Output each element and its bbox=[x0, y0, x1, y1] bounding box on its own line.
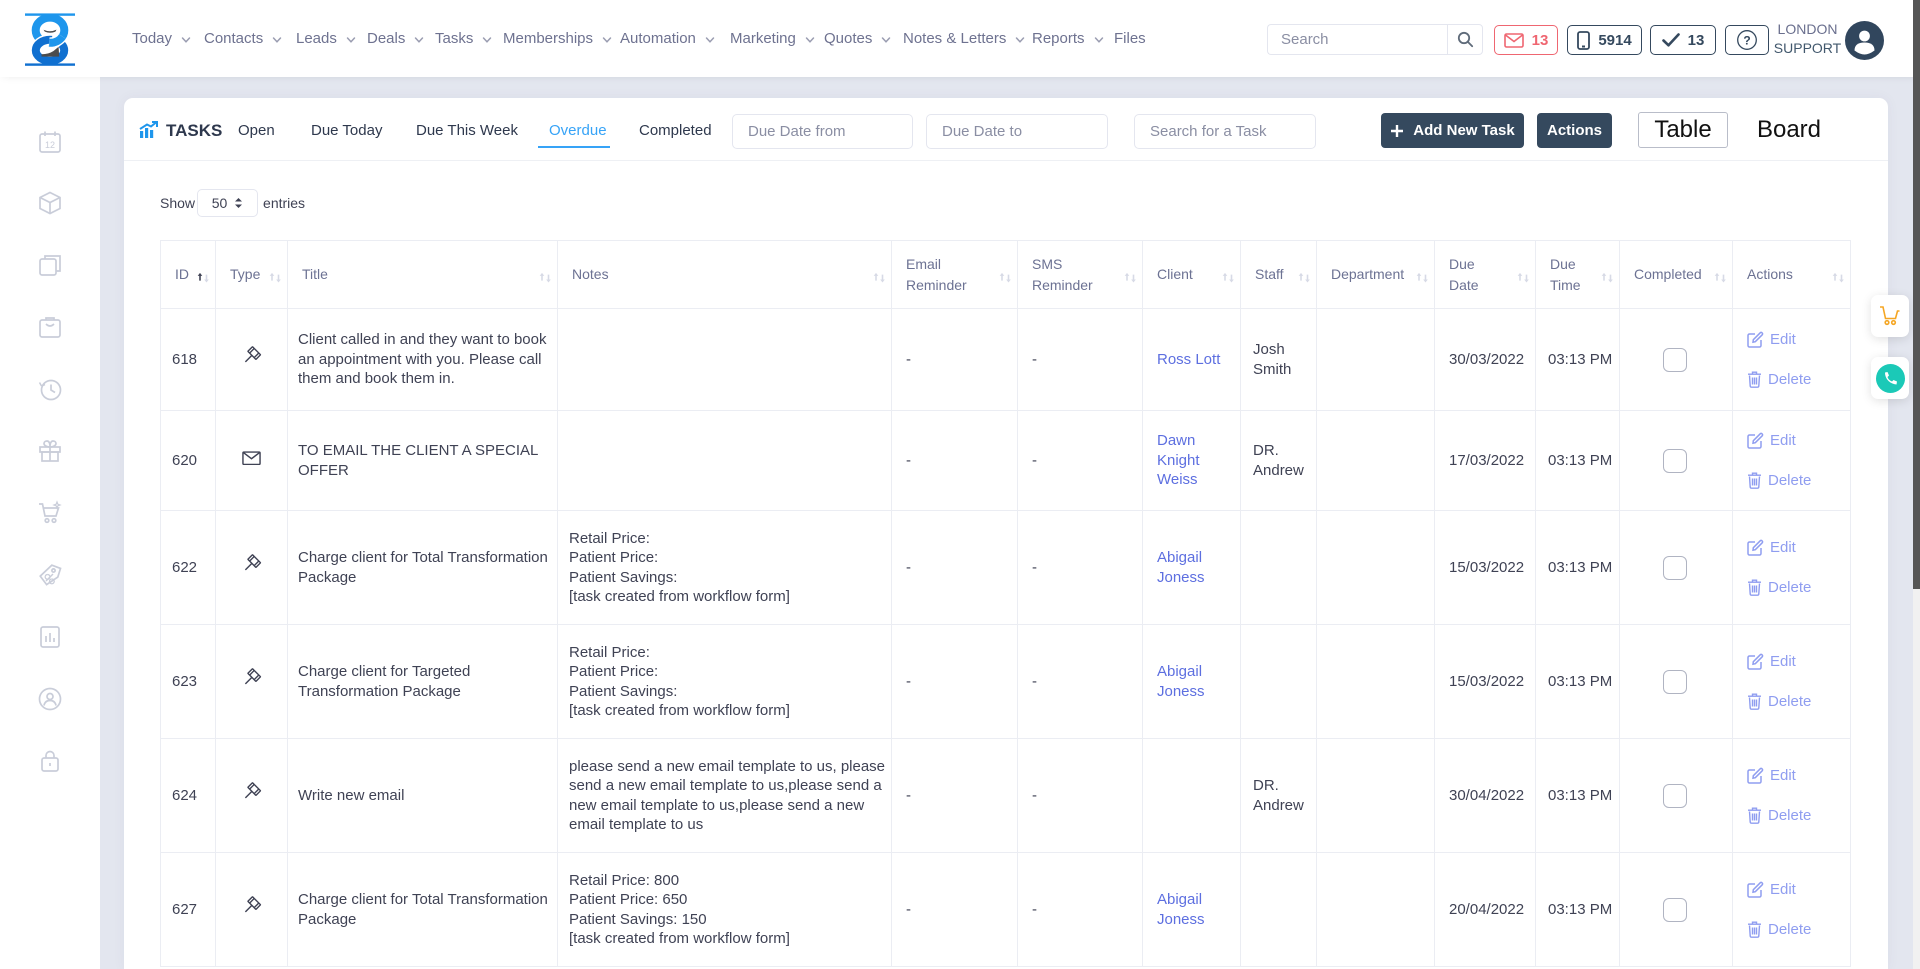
svg-text:12: 12 bbox=[45, 140, 55, 150]
svg-text:?: ? bbox=[1743, 33, 1750, 47]
